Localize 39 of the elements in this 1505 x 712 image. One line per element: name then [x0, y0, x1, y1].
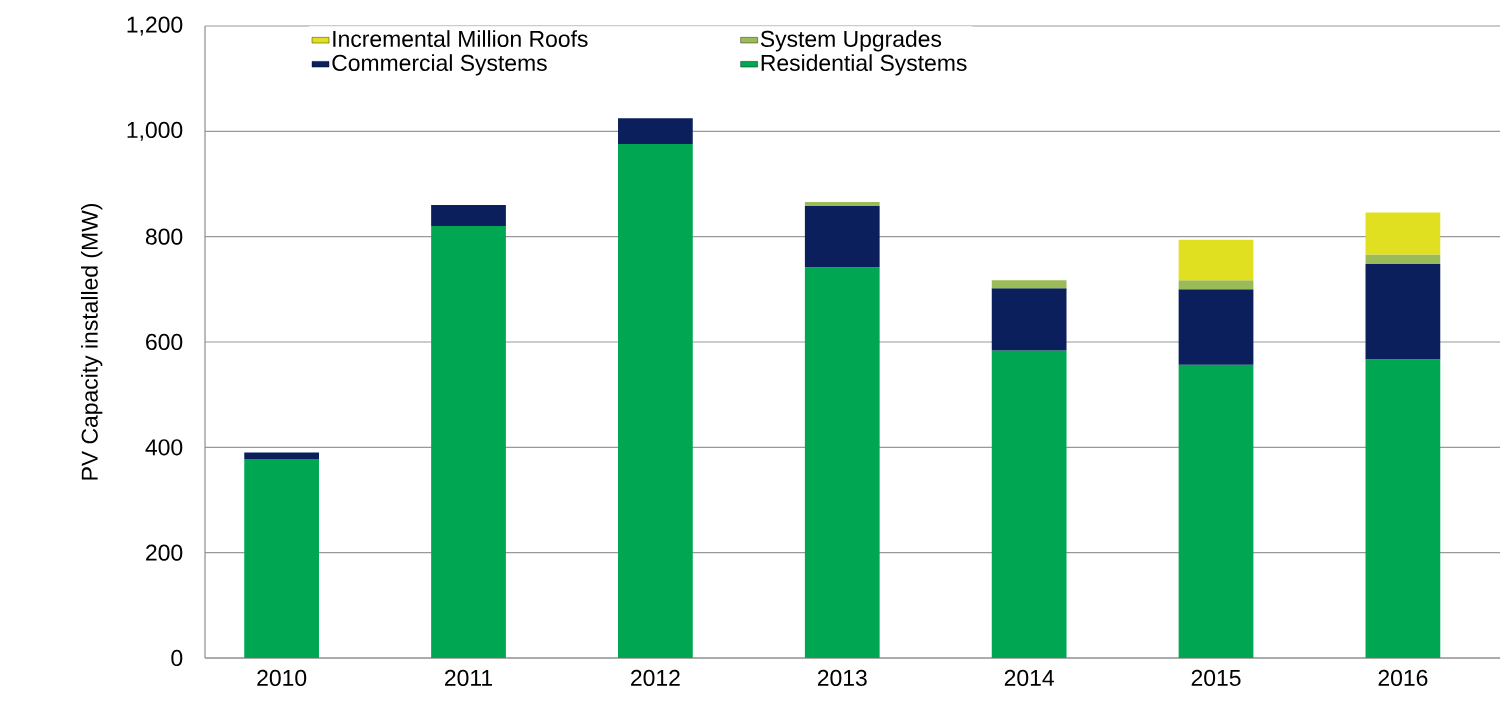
bar: [991, 288, 1067, 351]
x-tick-label: 2010: [257, 669, 307, 687]
y-tick-label: 200: [146, 544, 183, 561]
bar: [991, 280, 1067, 289]
bar: [804, 201, 880, 207]
bar: [618, 143, 693, 658]
y-tick-label: 1,000: [127, 121, 183, 141]
legend-label: Residential Systems: [761, 54, 967, 76]
bar: [1178, 280, 1254, 290]
bar: [1178, 364, 1254, 658]
bar: [991, 350, 1067, 658]
bar: [1178, 239, 1254, 281]
bar: [431, 226, 506, 658]
x-tick-label: 2016: [1378, 669, 1428, 687]
bar: [244, 458, 320, 658]
y-tick-label: 1,200: [127, 16, 183, 36]
bar: [1365, 264, 1441, 360]
legend-label: Commercial Systems: [332, 54, 547, 76]
bar: [804, 206, 880, 268]
bar: [618, 118, 693, 144]
y-tick-label: 800: [145, 228, 183, 245]
x-tick-label: 2012: [631, 669, 680, 687]
bar: [1365, 212, 1441, 255]
bar: [431, 205, 506, 227]
y-tick-label: 0: [171, 649, 183, 667]
bar: [1365, 254, 1441, 265]
x-tick-label: 2011: [445, 669, 493, 687]
y-tick-label: 400: [145, 439, 183, 456]
bar: [244, 452, 320, 459]
x-tick-label: 2015: [1191, 669, 1241, 687]
y-axis-title: PV Capacity installed (MW): [81, 204, 103, 480]
x-tick-label: 2014: [1004, 669, 1054, 687]
y-tick-label: 600: [146, 333, 183, 351]
bar: [1178, 289, 1254, 365]
legend-label: Incremental Million Roofs: [333, 30, 588, 47]
x-tick-label: 2013: [817, 669, 867, 687]
legend-label: System Upgrades: [760, 30, 942, 52]
bar: [804, 267, 880, 658]
bar: [1365, 359, 1441, 658]
